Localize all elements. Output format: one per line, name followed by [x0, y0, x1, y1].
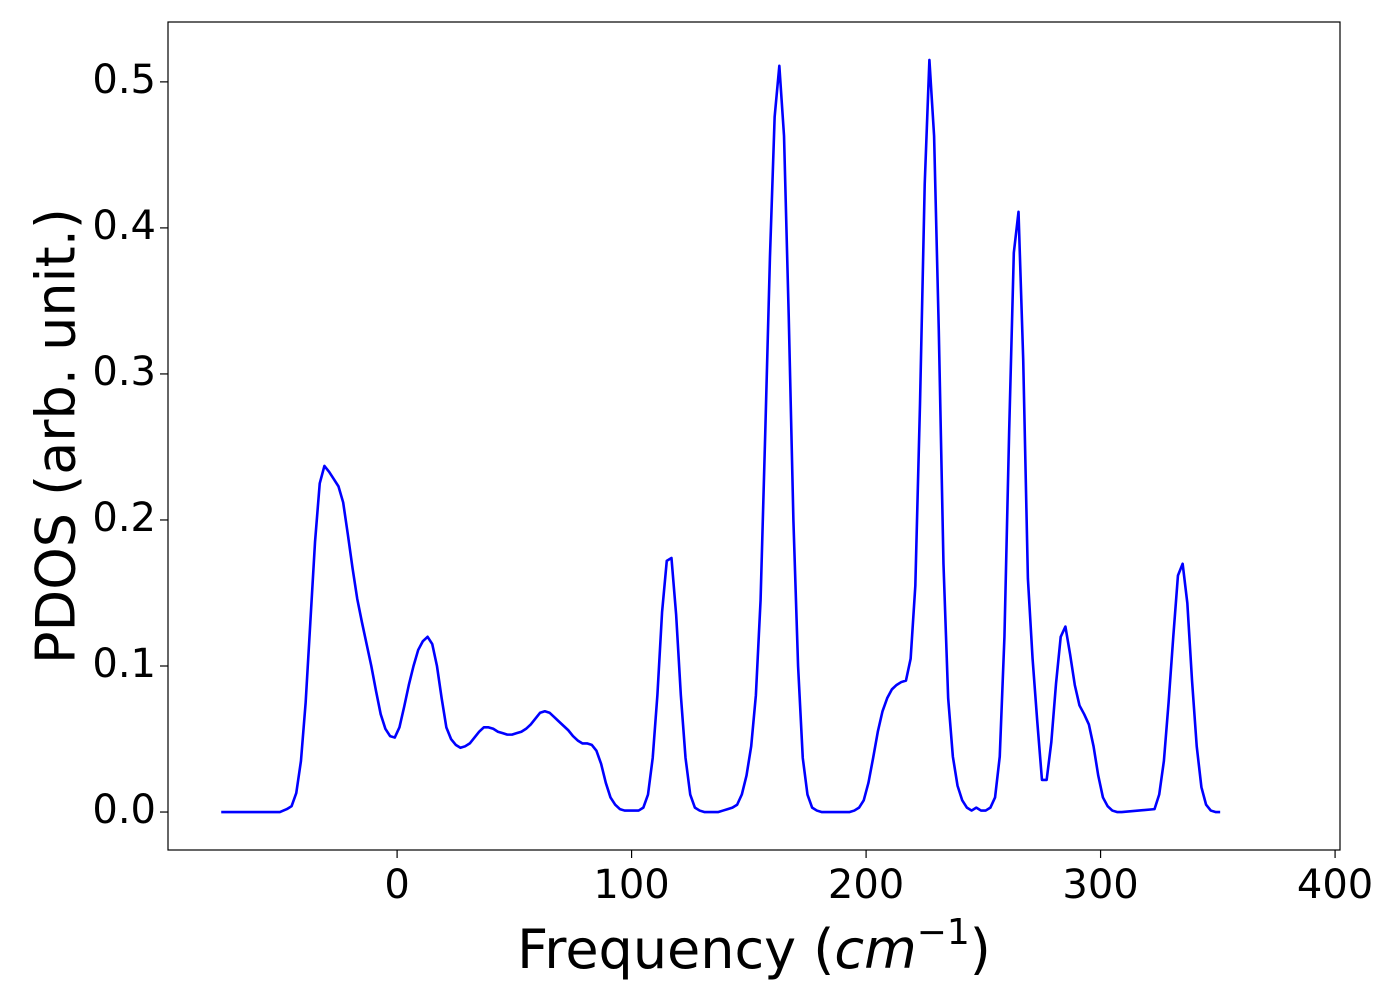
y-tick-label: 0.3: [92, 349, 156, 395]
x-label-text: Frequency (: [517, 918, 834, 981]
y-tick-label: 0.0: [92, 787, 156, 833]
x-label-math: cm: [834, 918, 916, 981]
x-label-sup: −1: [917, 912, 970, 953]
x-tick-label: 300: [1062, 862, 1138, 908]
x-tick-label: 200: [828, 862, 904, 908]
x-tick-label: 100: [593, 862, 669, 908]
y-tick-label: 0.1: [92, 641, 156, 687]
pdos-line: [221, 58, 1221, 814]
y-axis-label: PDOS (arb. unit.): [25, 208, 88, 664]
x-tick-label: 0: [384, 862, 409, 908]
y-tick-label: 0.5: [92, 57, 156, 103]
plot-frame: [167, 21, 1341, 851]
x-axis-label: Frequency (cm−1): [517, 912, 991, 981]
x-tick-label: 400: [1297, 862, 1373, 908]
y-tick-label: 0.2: [92, 495, 156, 541]
y-tick-label: 0.4: [92, 203, 156, 249]
x-label-close: ): [970, 918, 991, 981]
